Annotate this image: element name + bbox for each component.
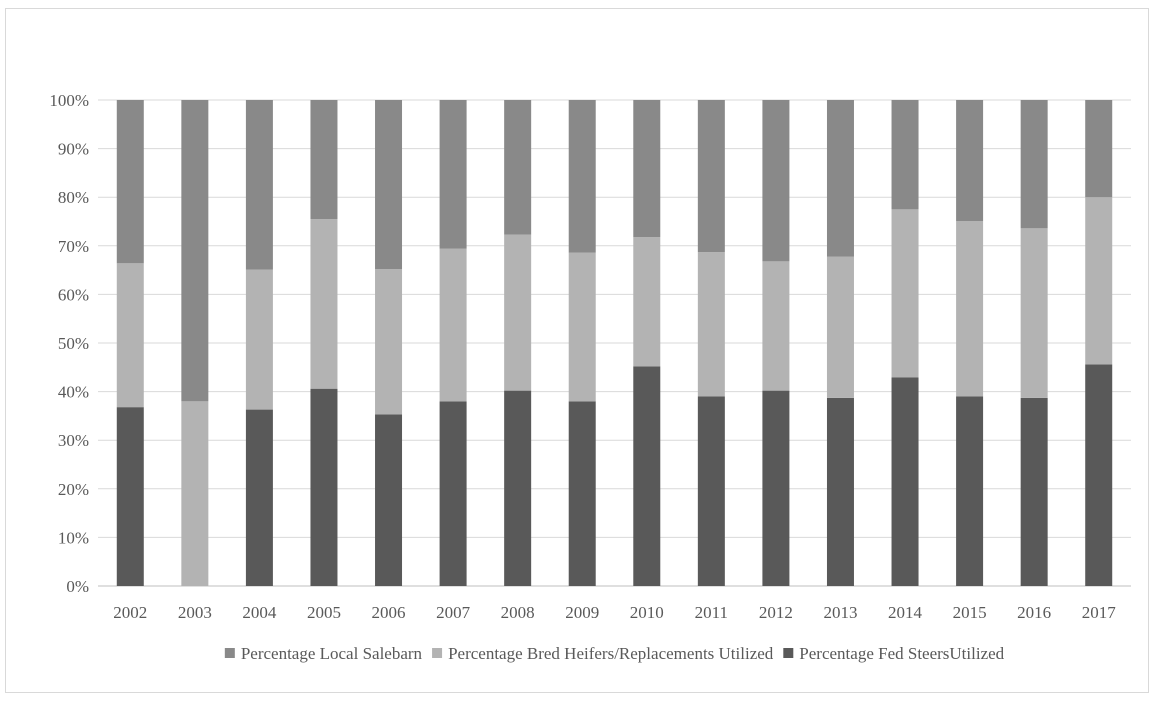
bar-percentage-bred-heifers-replacements-utilized-2003: [181, 401, 209, 586]
bar-percentage-fed-steersutilized-2016: [1020, 397, 1048, 586]
bar-percentage-local-salebarn-2010: [633, 100, 661, 238]
bar-percentage-fed-steersutilized-2013: [826, 397, 854, 586]
bar-percentage-bred-heifers-replacements-utilized-2017: [1085, 197, 1113, 365]
bar-percentage-bred-heifers-replacements-utilized-2005: [310, 219, 338, 389]
y-tick-label: 10%: [58, 528, 89, 547]
x-tick-label: 2004: [242, 603, 277, 622]
bar-percentage-local-salebarn-2012: [762, 100, 790, 262]
x-tick-label: 2005: [307, 603, 341, 622]
bar-percentage-local-salebarn-2015: [956, 100, 984, 222]
legend: Percentage Local Salebarn Percentage Bred…: [224, 644, 1005, 663]
y-axis: 0% 10% 20% 30% 40% 50% 60% 70% 80% 90% 100%: [49, 91, 89, 596]
bar-percentage-fed-steersutilized-2009: [568, 401, 596, 586]
bar-percentage-fed-steersutilized-2004: [245, 409, 273, 586]
bar-percentage-bred-heifers-replacements-utilized-2002: [116, 263, 144, 408]
x-tick-label: 2002: [113, 603, 147, 622]
bar-percentage-local-salebarn-2004: [245, 100, 273, 270]
bar-percentage-local-salebarn-2003: [181, 100, 209, 402]
y-tick-label: 50%: [58, 334, 89, 353]
x-tick-label: 2013: [823, 603, 857, 622]
bar-percentage-bred-heifers-replacements-utilized-2015: [956, 221, 984, 397]
bar-percentage-local-salebarn-2013: [826, 100, 854, 257]
bar-percentage-fed-steersutilized-2017: [1085, 364, 1113, 586]
bar-percentage-fed-steersutilized-2007: [439, 401, 467, 586]
bar-percentage-fed-steersutilized-2014: [891, 377, 919, 586]
x-tick-label: 2007: [436, 603, 471, 622]
bar-percentage-bred-heifers-replacements-utilized-2012: [762, 261, 790, 391]
bar-percentage-bred-heifers-replacements-utilized-2011: [697, 252, 725, 397]
bar-percentage-local-salebarn-2006: [375, 100, 403, 270]
bar-percentage-local-salebarn-2005: [310, 100, 338, 220]
bar-percentage-local-salebarn-2016: [1020, 100, 1048, 229]
x-tick-label: 2009: [565, 603, 599, 622]
x-tick-label: 2017: [1082, 603, 1117, 622]
x-tick-label: 2006: [372, 603, 406, 622]
legend-swatch: [432, 648, 443, 658]
bar-percentage-bred-heifers-replacements-utilized-2013: [826, 256, 854, 398]
bar-percentage-local-salebarn-2002: [116, 100, 144, 264]
y-tick-label: 100%: [49, 91, 89, 110]
bar-percentage-fed-steersutilized-2002: [116, 407, 144, 586]
bar-percentage-fed-steersutilized-2012: [762, 390, 790, 586]
y-tick-label: 40%: [58, 383, 89, 402]
x-tick-label: 2003: [178, 603, 212, 622]
bar-percentage-local-salebarn-2017: [1085, 100, 1113, 198]
legend-swatch: [783, 648, 794, 658]
bar-percentage-bred-heifers-replacements-utilized-2014: [891, 209, 919, 378]
y-tick-label: 60%: [58, 285, 89, 304]
y-tick-label: 0%: [66, 577, 89, 596]
bar-percentage-bred-heifers-replacements-utilized-2016: [1020, 228, 1048, 398]
x-tick-label: 2008: [501, 603, 535, 622]
legend-swatch: [224, 648, 235, 658]
bar-percentage-local-salebarn-2009: [568, 100, 596, 253]
y-tick-label: 20%: [58, 480, 89, 499]
bar-percentage-fed-steersutilized-2010: [633, 366, 661, 586]
x-tick-label: 2011: [695, 603, 728, 622]
bar-percentage-bred-heifers-replacements-utilized-2010: [633, 237, 661, 367]
bar-percentage-bred-heifers-replacements-utilized-2009: [568, 252, 596, 402]
bar-percentage-bred-heifers-replacements-utilized-2006: [375, 269, 403, 415]
legend-label: Percentage Fed SteersUtilized: [799, 644, 1004, 663]
bar-percentage-local-salebarn-2014: [891, 100, 919, 210]
bar-percentage-local-salebarn-2008: [504, 100, 532, 235]
bar-percentage-local-salebarn-2007: [439, 100, 467, 249]
bar-percentage-bred-heifers-replacements-utilized-2004: [245, 269, 273, 410]
x-tick-label: 2014: [888, 603, 923, 622]
bar-percentage-fed-steersutilized-2011: [697, 396, 725, 586]
y-tick-label: 80%: [58, 188, 89, 207]
bar-percentage-fed-steersutilized-2015: [956, 396, 984, 586]
bar-percentage-bred-heifers-replacements-utilized-2008: [504, 234, 532, 391]
x-tick-label: 2015: [953, 603, 987, 622]
bar-percentage-local-salebarn-2011: [697, 100, 725, 253]
y-tick-label: 30%: [58, 431, 89, 450]
bar-percentage-fed-steersutilized-2008: [504, 390, 532, 586]
legend-label: Percentage Bred Heifers/Replacements Uti…: [448, 644, 774, 663]
bar-percentage-fed-steersutilized-2006: [375, 414, 403, 586]
bars: [116, 100, 1113, 586]
x-tick-label: 2016: [1017, 603, 1051, 622]
bar-percentage-fed-steersutilized-2005: [310, 388, 338, 586]
x-tick-label: 2010: [630, 603, 664, 622]
bar-percentage-bred-heifers-replacements-utilized-2007: [439, 248, 467, 402]
legend-label: Percentage Local Salebarn: [241, 644, 423, 663]
y-tick-label: 70%: [58, 237, 89, 256]
x-tick-label: 2012: [759, 603, 793, 622]
y-tick-label: 90%: [58, 140, 89, 159]
